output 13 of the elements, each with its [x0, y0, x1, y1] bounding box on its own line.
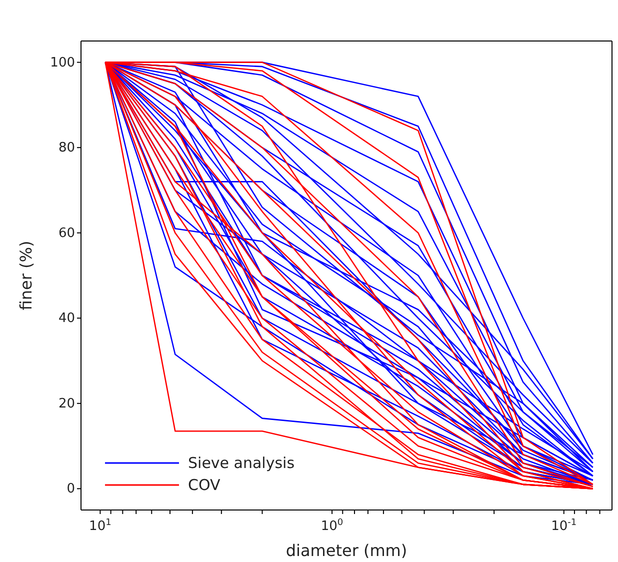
x-tick-label: 10$^{1}$: [89, 518, 112, 534]
y-axis-title: finer (%): [16, 240, 36, 310]
x-tick-label: 10$^{0}$: [320, 518, 344, 534]
x-axis-title: diameter (mm): [286, 541, 408, 560]
legend-label: Sieve analysis: [188, 454, 295, 472]
y-tick-label: 40: [58, 311, 75, 326]
y-tick-label: 100: [50, 55, 75, 70]
y-tick-label: 80: [58, 140, 75, 156]
y-tick-label: 60: [58, 226, 75, 241]
legend-label: COV: [188, 476, 220, 494]
y-tick-label: 20: [58, 396, 75, 412]
y-tick-label: 0: [66, 482, 75, 497]
x-tick-label: 10$^{-1}$: [551, 518, 577, 534]
